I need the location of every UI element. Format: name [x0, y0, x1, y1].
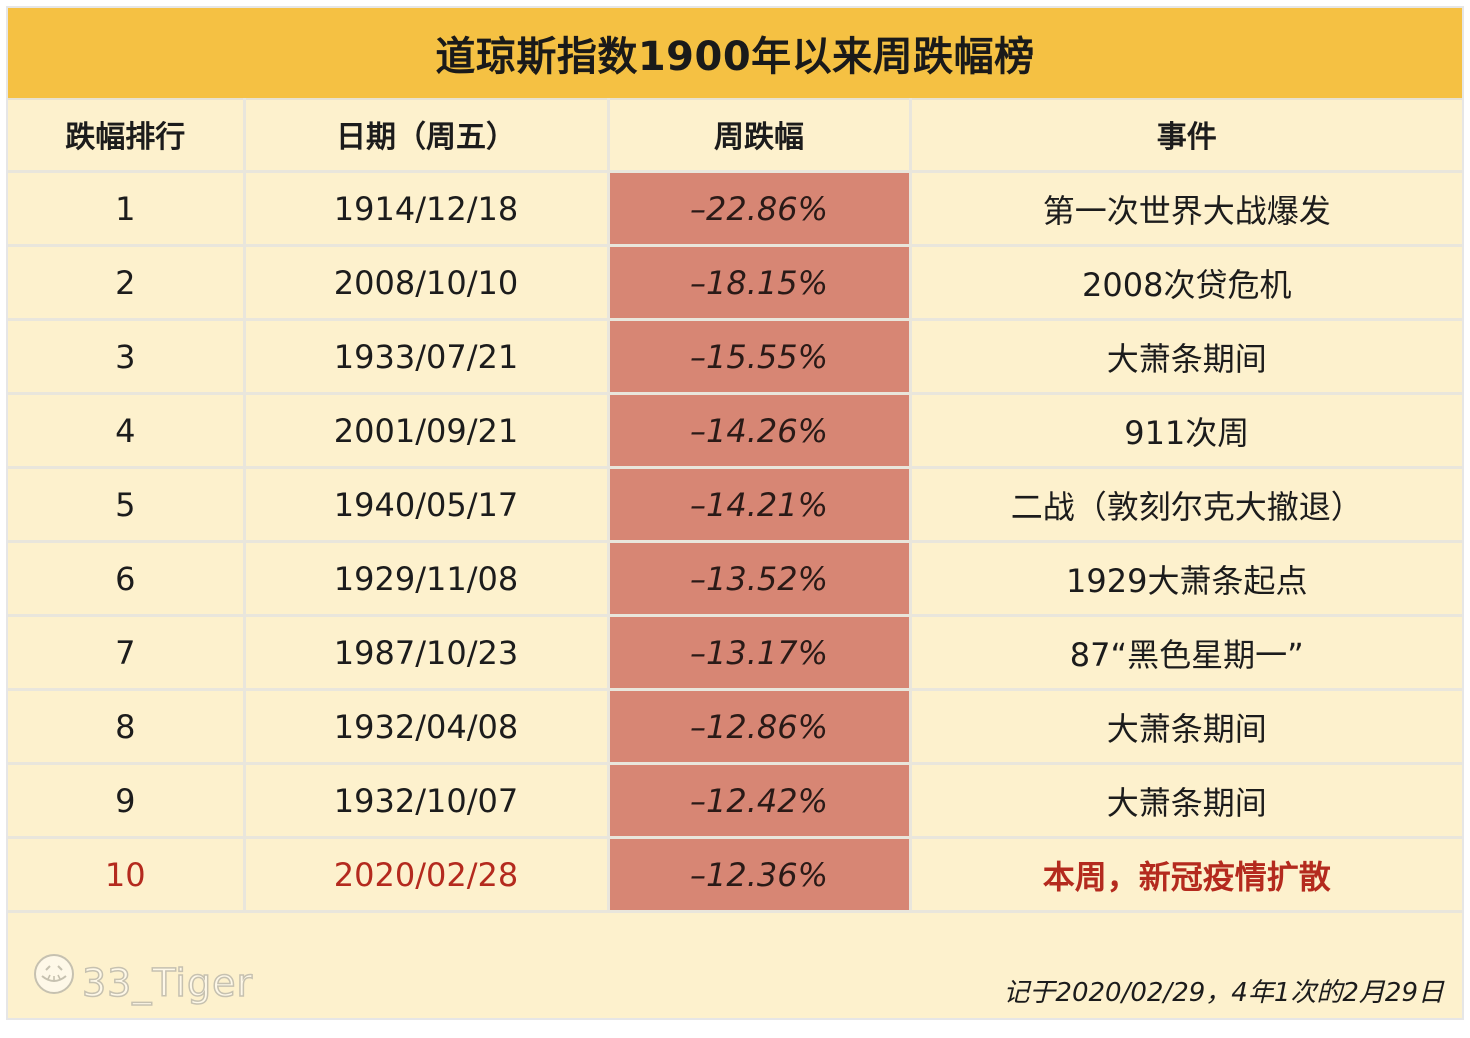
- rank-cell: 10: [8, 836, 246, 913]
- event-cell: 大萧条期间: [908, 688, 1462, 765]
- footer: 33_Tiger 记于2020/02/29，4年1次的2月29日: [8, 948, 1462, 1018]
- footnote: 记于2020/02/29，4年1次的2月29日: [1003, 978, 1444, 1008]
- weekly-drop-cell: –18.15%: [606, 244, 912, 321]
- ranking-table: 跌幅排行 日期（周五） 周跌幅 事件 1 1914/12/18 –22.86% 第一次…: [8, 98, 1462, 913]
- rank-cell: 9: [8, 762, 246, 839]
- tiger-logo-icon: [34, 954, 74, 994]
- event-cell: 2008次贷危机: [908, 244, 1462, 321]
- rank-cell: 4: [8, 392, 246, 469]
- table-row: 2 2008/10/10 –18.15% 2008次贷危机: [8, 244, 1462, 321]
- event-cell: 本周，新冠疫情扩散: [908, 836, 1462, 913]
- event-cell: 大萧条期间: [908, 318, 1462, 395]
- rank-cell: 8: [8, 688, 246, 765]
- rank-cell: 3: [8, 318, 246, 395]
- event-cell: 第一次世界大战爆发: [908, 170, 1462, 247]
- date-cell: 1932/04/08: [242, 688, 610, 765]
- table-row: 10 2020/02/28 –12.36% 本周，新冠疫情扩散: [8, 836, 1462, 913]
- date-cell: 1929/11/08: [242, 540, 610, 617]
- header-event: 事件: [908, 98, 1462, 173]
- table-row: 8 1932/04/08 –12.86% 大萧条期间: [8, 688, 1462, 765]
- table-row: 9 1932/10/07 –12.42% 大萧条期间: [8, 762, 1462, 839]
- ranking-sheet: 道琼斯指数1900年以来周跌幅榜 跌幅排行 日期（周五） 周跌幅 事件 1 191…: [6, 6, 1464, 1020]
- weekly-drop-cell: –14.21%: [606, 466, 912, 543]
- weekly-drop-cell: –13.52%: [606, 540, 912, 617]
- page-title: 道琼斯指数1900年以来周跌幅榜: [435, 34, 1035, 80]
- weekly-drop-cell: –13.17%: [606, 614, 912, 691]
- rank-cell: 7: [8, 614, 246, 691]
- date-cell: 2008/10/10: [242, 244, 610, 321]
- date-cell: 1987/10/23: [242, 614, 610, 691]
- table-row: 1 1914/12/18 –22.86% 第一次世界大战爆发: [8, 170, 1462, 247]
- date-cell: 1940/05/17: [242, 466, 610, 543]
- event-cell: 911次周: [908, 392, 1462, 469]
- header-weekly-drop: 周跌幅: [606, 98, 912, 173]
- header-rank: 跌幅排行: [8, 98, 246, 173]
- table-row: 3 1933/07/21 –15.55% 大萧条期间: [8, 318, 1462, 395]
- rank-cell: 5: [8, 466, 246, 543]
- header-row: 跌幅排行 日期（周五） 周跌幅 事件: [8, 98, 1462, 173]
- weekly-drop-cell: –15.55%: [606, 318, 912, 395]
- event-cell: 大萧条期间: [908, 762, 1462, 839]
- table-row: 5 1940/05/17 –14.21% 二战（敦刻尔克大撤退）: [8, 466, 1462, 543]
- weekly-drop-cell: –14.26%: [606, 392, 912, 469]
- weekly-drop-cell: –12.86%: [606, 688, 912, 765]
- date-cell: 1932/10/07: [242, 762, 610, 839]
- weekly-drop-cell: –12.42%: [606, 762, 912, 839]
- table-row: 4 2001/09/21 –14.26% 911次周: [8, 392, 1462, 469]
- watermark: 33_Tiger: [32, 948, 253, 1018]
- table-row: 7 1987/10/23 –13.17% 87“黑色星期一”: [8, 614, 1462, 691]
- date-cell: 2001/09/21: [242, 392, 610, 469]
- date-cell: 1914/12/18: [242, 170, 610, 247]
- date-cell: 1933/07/21: [242, 318, 610, 395]
- weekly-drop-cell: –12.36%: [606, 836, 912, 913]
- rank-cell: 2: [8, 244, 246, 321]
- title-bar: 道琼斯指数1900年以来周跌幅榜: [8, 8, 1462, 100]
- header-date: 日期（周五）: [242, 98, 610, 173]
- date-cell: 2020/02/28: [242, 836, 610, 913]
- table-row: 6 1929/11/08 –13.52% 1929大萧条起点: [8, 540, 1462, 617]
- watermark-text: 33_Tiger: [81, 960, 254, 1006]
- rank-cell: 1: [8, 170, 246, 247]
- weekly-drop-cell: –22.86%: [606, 170, 912, 247]
- event-cell: 二战（敦刻尔克大撤退）: [908, 466, 1462, 543]
- rank-cell: 6: [8, 540, 246, 617]
- event-cell: 1929大萧条起点: [908, 540, 1462, 617]
- event-cell: 87“黑色星期一”: [908, 614, 1462, 691]
